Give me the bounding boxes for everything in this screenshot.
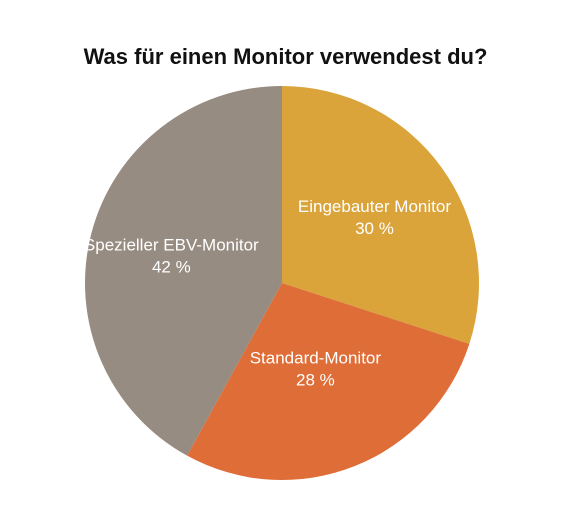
slice-label-1: Eingebauter Monitor bbox=[298, 197, 451, 216]
slice-value-3: 42 % bbox=[152, 258, 191, 277]
pie-slice-2 bbox=[187, 283, 470, 480]
chart-title: Was für einen Monitor verwendest du? bbox=[83, 44, 488, 69]
slice-label-2: Standard-Monitor bbox=[250, 348, 382, 367]
slice-value-1: 30 % bbox=[355, 219, 394, 238]
pie-slice-1 bbox=[282, 86, 479, 344]
slice-label-3: Spezieller EBV-Monitor bbox=[84, 236, 259, 255]
pie-slices bbox=[85, 86, 479, 480]
slice-value-2: 28 % bbox=[296, 370, 335, 389]
slice-labels: Eingebauter Monitor 30 % Standard-Monitor 2… bbox=[84, 197, 451, 389]
pie-slice-3 bbox=[85, 86, 283, 456]
